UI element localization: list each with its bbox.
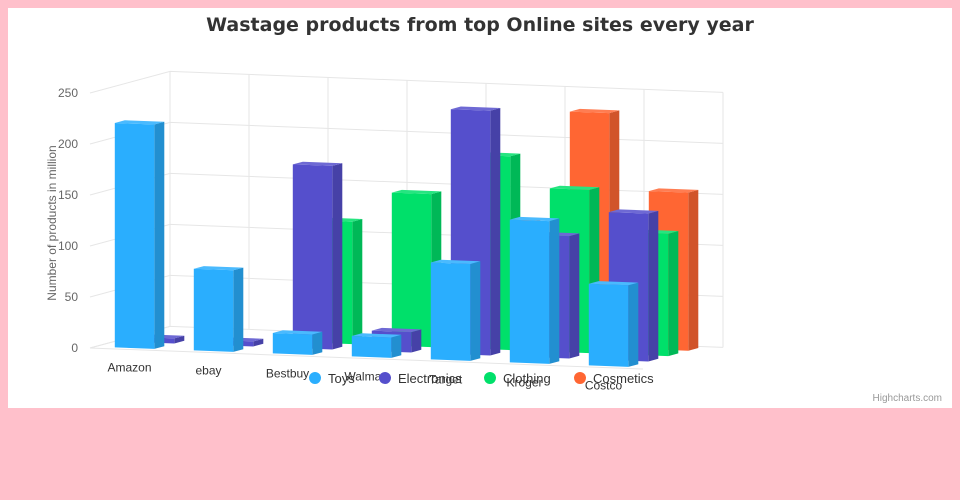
bar-top bbox=[450, 106, 501, 111]
bar-side bbox=[490, 108, 501, 356]
floor-front-edge bbox=[89, 347, 644, 370]
bar-toys-kroger[interactable] bbox=[509, 216, 560, 364]
y-tick-label: 150 bbox=[58, 188, 78, 202]
legend-marker bbox=[379, 372, 391, 384]
bar-top bbox=[549, 185, 600, 190]
x-tick-label-target: Target bbox=[429, 373, 463, 387]
bar-front bbox=[588, 283, 629, 367]
bar-front bbox=[430, 262, 471, 361]
bar-top bbox=[351, 333, 402, 338]
bar-top bbox=[509, 216, 560, 222]
bar-top bbox=[648, 188, 699, 193]
bar-front bbox=[391, 192, 432, 348]
bar-front bbox=[272, 333, 313, 355]
x-tick-label-bestbuy: Bestbuy bbox=[266, 367, 309, 381]
legend-label: Cosmetics bbox=[593, 371, 654, 386]
bar-side bbox=[668, 231, 679, 357]
legend-item-cosmetics[interactable]: Cosmetics bbox=[574, 371, 654, 386]
bars-layer bbox=[114, 106, 699, 367]
bar-top bbox=[588, 281, 639, 286]
bar-top bbox=[193, 266, 244, 271]
bar-side bbox=[253, 338, 264, 347]
legend-item-toys[interactable]: Toys bbox=[309, 371, 355, 386]
legend-marker bbox=[309, 372, 321, 384]
y-tick-label: 200 bbox=[58, 137, 78, 151]
bar-side bbox=[233, 267, 244, 352]
bar-side bbox=[352, 219, 363, 345]
bar-front bbox=[193, 268, 234, 352]
bar-top bbox=[608, 209, 659, 214]
legend[interactable]: Toys Electronics Clothing Cosmetics bbox=[309, 371, 654, 386]
x-tick-labels: Amazon ebay Bestbuy Walmart Target Kroger Cost… bbox=[107, 361, 622, 393]
y-tick-label: 250 bbox=[58, 86, 78, 100]
bar-toys-walmart[interactable] bbox=[351, 333, 402, 358]
bar-front bbox=[351, 336, 392, 358]
bar-side bbox=[332, 163, 343, 350]
y-tick-label: 100 bbox=[58, 239, 78, 253]
y-tick-label: 50 bbox=[65, 290, 79, 304]
bar-side bbox=[688, 189, 699, 351]
x-tick-label-walmart: Walmart bbox=[344, 370, 389, 384]
bar-front bbox=[292, 164, 333, 350]
x-tick-label-amazon: Amazon bbox=[107, 361, 151, 375]
legend-marker bbox=[484, 372, 496, 384]
chart-svg: 0 50 100 150 200 250 Number of products in mil… bbox=[45, 70, 724, 393]
bar-side bbox=[549, 218, 560, 364]
x-tick-label-kroger: Kroger bbox=[506, 376, 542, 390]
x-tick-label-ebay: ebay bbox=[195, 364, 221, 378]
y-axis-title: Number of products in million bbox=[45, 145, 59, 300]
bar-toys-costco[interactable] bbox=[588, 281, 639, 367]
bar-top bbox=[292, 161, 343, 166]
bar-top bbox=[569, 108, 620, 114]
axis-layer: 0 50 100 150 200 250 Number of products in mil… bbox=[45, 86, 78, 355]
bar-front bbox=[114, 123, 155, 349]
bar-side bbox=[391, 334, 402, 358]
legend-marker bbox=[574, 372, 586, 384]
bar-toys-amazon[interactable] bbox=[114, 120, 165, 349]
bar-top bbox=[371, 327, 422, 333]
bar-top bbox=[272, 330, 323, 335]
bar-side bbox=[411, 329, 422, 353]
bar-side bbox=[648, 210, 659, 362]
legend-label: Electronics bbox=[398, 371, 462, 386]
chart-card: 0 50 100 150 200 250 Number of products in mil… bbox=[8, 8, 952, 408]
bar-top bbox=[430, 259, 481, 264]
legend-item-clothing[interactable]: Clothing bbox=[484, 371, 551, 386]
bar-side bbox=[569, 233, 580, 359]
y-tick-label: 0 bbox=[71, 341, 78, 355]
bar-side bbox=[154, 121, 165, 349]
legend-label: Toys bbox=[328, 371, 355, 386]
bar-side bbox=[628, 282, 639, 367]
bar-toys-bestbuy[interactable] bbox=[272, 330, 323, 355]
bar-toys-target[interactable] bbox=[430, 259, 481, 361]
bar-toys-ebay[interactable] bbox=[193, 266, 244, 352]
credits-link[interactable]: Highcharts.com bbox=[872, 393, 942, 404]
bar-side bbox=[312, 331, 323, 355]
bar-top bbox=[391, 189, 442, 195]
bar-front bbox=[509, 219, 550, 364]
x-tick-label-costco: Costco bbox=[585, 379, 623, 393]
bar-electronics-bestbuy[interactable] bbox=[292, 161, 343, 350]
bar-side bbox=[470, 261, 481, 361]
legend-label: Clothing bbox=[503, 371, 551, 386]
bar-side bbox=[174, 335, 185, 344]
chart-title: Wastage products from top Online sites e… bbox=[206, 14, 754, 36]
legend-item-electronics[interactable]: Electronics bbox=[379, 371, 462, 386]
bar-top bbox=[114, 120, 165, 125]
